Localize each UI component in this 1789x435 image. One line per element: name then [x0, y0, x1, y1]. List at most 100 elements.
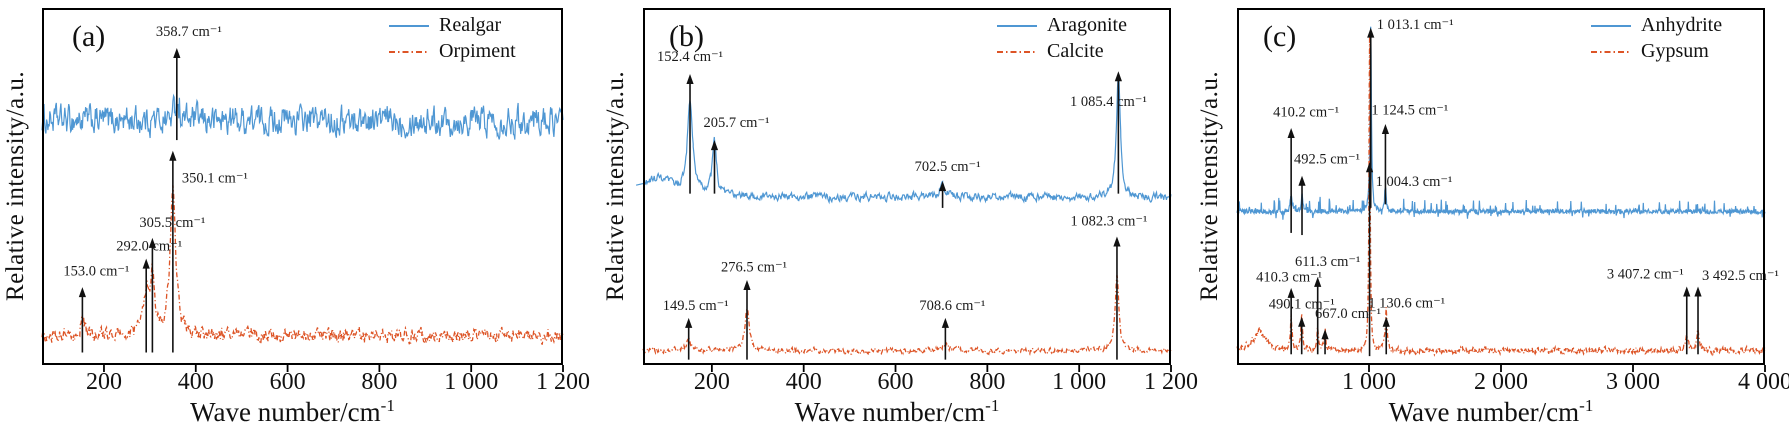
panel-a-plot: 153.0 cm⁻¹ 292.0 cm⁻¹ 305.5 cm⁻¹ 350.1 cm⁻¹…	[41, 8, 564, 372]
y-axis-label-c: Relative intensity/a.u.	[1196, 70, 1223, 302]
x-tick-label: 1 000	[1052, 369, 1107, 395]
x-tick-label: 1 200	[1144, 369, 1198, 395]
peak-arrow-head	[1314, 276, 1322, 287]
x-axis-title-a: Wave number/cm-1	[190, 396, 395, 428]
x-axis-title-c: Wave number/cm-1	[1389, 396, 1594, 428]
legend-label: Orpiment	[439, 40, 516, 62]
peak-label: 3 492.5 cm⁻¹	[1702, 268, 1779, 284]
peak-arrow-head	[142, 258, 150, 269]
peak-label: 667.0 cm⁻¹	[1315, 306, 1381, 322]
peak-label: 1 004.3 cm⁻¹	[1376, 174, 1453, 190]
peak-arrow-head	[710, 140, 719, 151]
legend-label: Realgar	[439, 14, 502, 36]
legend-entry-gypsum: Gypsum	[1590, 40, 1709, 63]
y-axis-label-a: Relative intensity/a.u.	[2, 70, 29, 302]
x-tick-label: 200	[693, 369, 730, 395]
legend-entry-realgar: Realgar	[388, 14, 501, 37]
legend-entry-calcite: Calcite	[996, 40, 1104, 63]
peak-arrow-head	[78, 287, 86, 298]
x-axis-title-superscript: -1	[985, 396, 1000, 415]
panel-b-letter: (b)	[669, 20, 704, 53]
x-tick-label: 800	[361, 369, 398, 395]
trace-realgar	[41, 91, 564, 140]
x-tick-label: 200	[85, 369, 122, 395]
peak-label: 1 124.5 cm⁻¹	[1371, 103, 1448, 119]
panel-c-legend: Anhydrite Gypsum	[1590, 14, 1722, 63]
x-tick-label: 1 000	[444, 369, 499, 395]
x-tick-label: 1 200	[536, 369, 590, 395]
peak-label: 1 085.4 cm⁻¹	[1070, 94, 1147, 110]
peak-label: 350.1 cm⁻¹	[182, 171, 248, 187]
x-tick-label: 1 000	[1342, 369, 1396, 395]
peak-arrow-head	[148, 237, 156, 248]
plot-border	[42, 8, 563, 365]
x-axis-title-superscript: -1	[1579, 396, 1594, 415]
peak-arrow-head	[1298, 175, 1306, 186]
legend-line-sample	[389, 50, 429, 53]
peak-arrow-head	[1287, 287, 1295, 298]
y-axis-label-b: Relative intensity/a.u.	[602, 70, 629, 302]
peak-arrow-head	[1321, 329, 1329, 340]
plot-border	[643, 8, 1171, 365]
panel-b-legend: Aragonite Calcite	[996, 14, 1127, 63]
peak-arrow-head	[1382, 316, 1390, 327]
legend-label: Anhydrite	[1641, 14, 1723, 36]
panel-a-legend: Realgar Orpiment	[388, 14, 516, 63]
legend-line-sample	[997, 24, 1037, 27]
spectra-plot-area-b: 152.4 cm⁻¹ 205.7 cm⁻¹ 702.5 cm⁻¹ 1 085.4 cm…	[635, 8, 1172, 372]
trace-aragonite	[635, 73, 1172, 205]
x-axis-title-b: Wave number/cm-1	[795, 396, 1000, 428]
peak-label: 1 130.6 cm⁻¹	[1368, 296, 1445, 312]
x-axis-title-superscript: -1	[380, 396, 395, 415]
x-tick-label: 4 000	[1738, 369, 1789, 395]
peak-label: 152.4 cm⁻¹	[657, 49, 723, 65]
legend-entry-orpiment: Orpiment	[388, 40, 516, 63]
peak-arrow-head	[743, 280, 751, 291]
legend-label: Gypsum	[1641, 40, 1709, 62]
x-axis-title-text: Wave number/cm	[190, 397, 381, 427]
x-tick-label: 600	[877, 369, 914, 395]
peak-arrow-head	[1367, 27, 1375, 38]
peak-label: 708.6 cm⁻¹	[919, 298, 985, 314]
peak-label: 492.5 cm⁻¹	[1294, 152, 1360, 168]
x-tick-label: 400	[785, 369, 822, 395]
peak-arrow-head	[1114, 71, 1122, 82]
trace-calcite	[642, 275, 1172, 356]
peak-arrow-head	[1113, 236, 1121, 247]
x-tick-label: 3 000	[1606, 369, 1660, 395]
legend-label: Aragonite	[1047, 14, 1127, 36]
peak-arrow-head	[1694, 286, 1702, 297]
x-tick-label: 400	[177, 369, 214, 395]
peak-label: 410.3 cm⁻¹	[1256, 269, 1322, 285]
peak-arrow-head	[686, 74, 694, 85]
peak-label: 611.3 cm⁻¹	[1295, 254, 1360, 270]
panel-a-letter: (a)	[72, 20, 106, 53]
peak-label: 3 407.2 cm⁻¹	[1607, 266, 1684, 282]
peak-label: 149.5 cm⁻¹	[663, 298, 729, 314]
panel-c-letter: (c)	[1263, 20, 1297, 53]
x-axis-title-text: Wave number/cm	[1388, 397, 1580, 427]
legend-line-sample	[1591, 24, 1631, 27]
peak-label: 276.5 cm⁻¹	[721, 259, 787, 275]
peak-arrow-head	[1287, 127, 1295, 138]
peak-label: 205.7 cm⁻¹	[704, 115, 770, 131]
legend-label: Calcite	[1047, 40, 1104, 62]
peak-arrow-head	[941, 317, 949, 328]
legend-line-sample	[997, 50, 1037, 53]
peak-label: 153.0 cm⁻¹	[63, 263, 129, 279]
legend-entry-anhydrite: Anhydrite	[1590, 14, 1722, 37]
panel-b-plot: 152.4 cm⁻¹ 205.7 cm⁻¹ 702.5 cm⁻¹ 1 085.4 cm…	[635, 8, 1172, 372]
x-tick-label: 800	[969, 369, 1006, 395]
peak-label: 410.2 cm⁻¹	[1273, 105, 1339, 121]
peak-label: 1 013.1 cm⁻¹	[1377, 17, 1454, 33]
x-tick-label: 2 000	[1474, 369, 1528, 395]
legend-line-sample	[389, 24, 429, 27]
peak-arrow-head	[169, 150, 177, 161]
peak-arrow-head	[1298, 316, 1306, 327]
peak-arrow-head	[173, 47, 181, 58]
peak-label: 1 082.3 cm⁻¹	[1071, 213, 1148, 229]
legend-line-sample	[1591, 50, 1631, 53]
plot-border	[1237, 8, 1765, 365]
peak-label: 358.7 cm⁻¹	[156, 24, 222, 40]
